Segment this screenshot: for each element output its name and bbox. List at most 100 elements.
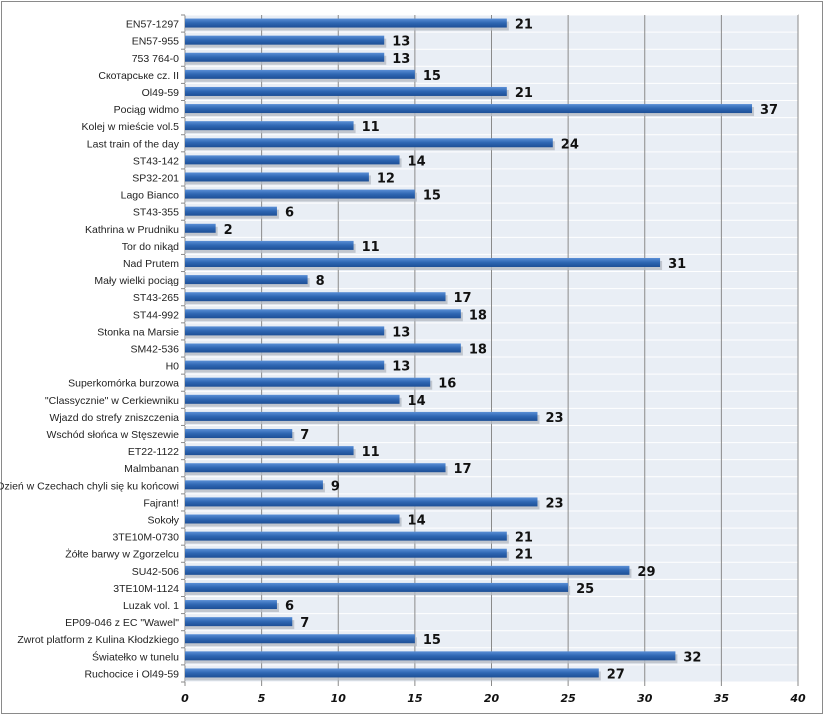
bar [185,240,354,250]
bar [185,514,400,524]
category-label: Zwrot platform z Kulina Kłodzkiego [17,634,179,646]
data-label: 11 [362,120,380,135]
bar [185,360,385,370]
category-label: Mały wielki pociąg [94,275,179,287]
data-label: 18 [469,308,487,323]
data-label: 2 [224,223,233,238]
category-label: ST43-265 [133,292,179,304]
category-label: Żółte barwy w Zgorzelcu [65,548,179,561]
category-label: Sokoły [147,515,179,527]
bar [185,531,507,541]
category-label: Last train of the day [87,138,180,150]
data-label: 15 [423,69,441,84]
category-label: ST43-142 [133,155,179,167]
category-label: Lago Bianco [121,190,180,202]
data-label: 6 [285,206,294,221]
category-label: Luzak vol. 1 [123,600,179,612]
data-label: 14 [408,394,426,409]
category-label: Fajrant! [143,497,179,509]
data-label: 25 [576,582,594,597]
data-label: 18 [469,343,487,358]
data-label: 13 [392,35,410,50]
data-label: 24 [561,137,579,152]
x-tick-label: 20 [484,692,500,705]
category-label: Pociąg widmo [114,104,180,116]
x-tick-label: 5 [258,692,266,705]
category-label: Скотарське cz. II [98,70,179,82]
bar [185,189,415,199]
category-label: 753 764-0 [132,53,179,65]
category-label: SU42-506 [132,566,179,578]
category-label: Tor do nikąd [122,241,179,253]
data-label: 31 [668,257,686,272]
bar [185,275,308,285]
data-label: 9 [331,479,340,494]
bar [185,292,446,302]
category-label: Ol49-59 [142,87,180,99]
data-label: 11 [362,240,380,255]
bar [185,69,415,79]
data-label: 21 [515,548,533,563]
category-label: Światełko w tunelu [92,650,179,663]
category-label: Kolej w mieście vol.5 [82,121,180,133]
bar [185,582,569,592]
bar [185,565,630,575]
bar [185,138,553,148]
bar [185,497,538,507]
x-tick-label: 15 [407,692,423,705]
category-label: EN57-1297 [126,19,179,31]
data-label: 6 [285,599,294,614]
x-tick-label: 25 [560,692,576,705]
category-label: "Classycznie" w Cerkiewniku [45,395,179,407]
bar [185,446,354,456]
data-label: 12 [377,171,395,186]
bar [185,480,323,490]
category-label: Nad Prutem [123,258,179,270]
bar [185,121,354,131]
x-tick-label: 0 [181,692,189,705]
category-label: Wschód słońca w Stęszewie [47,429,180,441]
category-label: ST44-992 [133,309,179,321]
data-label: 29 [637,565,655,580]
x-tick-label: 10 [331,692,347,705]
data-label: 7 [300,428,309,443]
bar [185,309,461,319]
category-label: Ruchocice i Ol49-59 [84,668,179,680]
category-label: 3TE10M-0730 [112,532,179,544]
bar [185,52,385,62]
data-label: 8 [316,274,325,289]
category-label: SM42-536 [131,344,180,356]
data-label: 16 [438,377,456,392]
data-label: 21 [515,86,533,101]
data-label: 7 [300,616,309,631]
data-label: 23 [545,496,563,511]
bar [185,634,415,644]
bar [185,429,293,439]
bar [185,343,461,353]
data-label: 23 [545,411,563,426]
category-label: H0 [166,361,180,373]
bar [185,600,277,610]
data-label: 13 [392,52,410,67]
bar [185,206,277,216]
category-label: Kathrina w Prudniku [85,224,179,236]
data-label: 11 [362,445,380,460]
data-label: 17 [454,462,472,477]
bar [185,463,446,473]
bar [185,155,400,165]
x-tick-label: 40 [789,692,806,705]
bar [185,86,507,96]
data-label: 21 [515,18,533,33]
bar [185,326,385,336]
bar [185,668,599,678]
data-label: 14 [408,514,426,529]
bar [185,35,385,45]
bar [185,411,538,421]
bar [185,548,507,558]
bar [185,377,431,387]
category-label: Wjazd do strefy zniszczenia [49,412,179,424]
bar [185,394,400,404]
bar [185,104,753,114]
category-label: Dzień w Czechach chyli się ku końcowi [0,480,179,492]
